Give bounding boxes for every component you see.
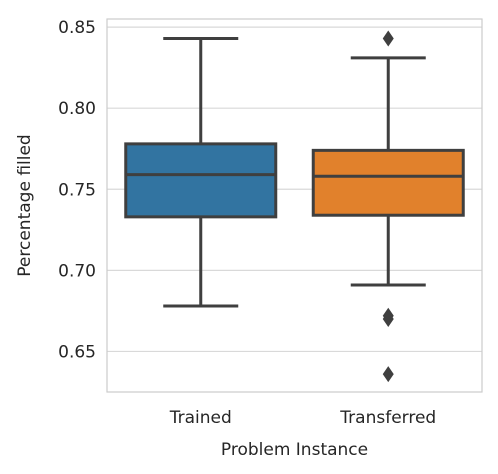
- y-tick-label: 0.80: [58, 99, 96, 119]
- x-tick-labels: Trained Transferred: [169, 408, 436, 428]
- outlier-marker: [382, 311, 394, 328]
- y-axis-title: Percentage filled: [15, 134, 35, 276]
- outlier-marker: [382, 366, 394, 383]
- box-transferred: [311, 30, 465, 383]
- x-tick-label: Trained: [169, 408, 232, 428]
- y-tick-label: 0.70: [58, 261, 96, 281]
- iqr-box: [311, 148, 465, 217]
- plot-frame: [106, 18, 483, 393]
- y-tick-label: 0.85: [58, 18, 96, 38]
- y-tick-label: 0.65: [58, 342, 96, 362]
- iqr-box: [124, 142, 278, 219]
- boxes: [124, 30, 465, 383]
- y-tick-label: 0.75: [58, 180, 96, 200]
- x-axis-title: Problem Instance: [221, 440, 368, 460]
- y-tick-labels: 0.65 0.70 0.75 0.80 0.85: [58, 18, 96, 362]
- outlier-marker: [382, 30, 394, 47]
- x-tick-label: Transferred: [339, 408, 436, 428]
- box-trained: [124, 36, 278, 308]
